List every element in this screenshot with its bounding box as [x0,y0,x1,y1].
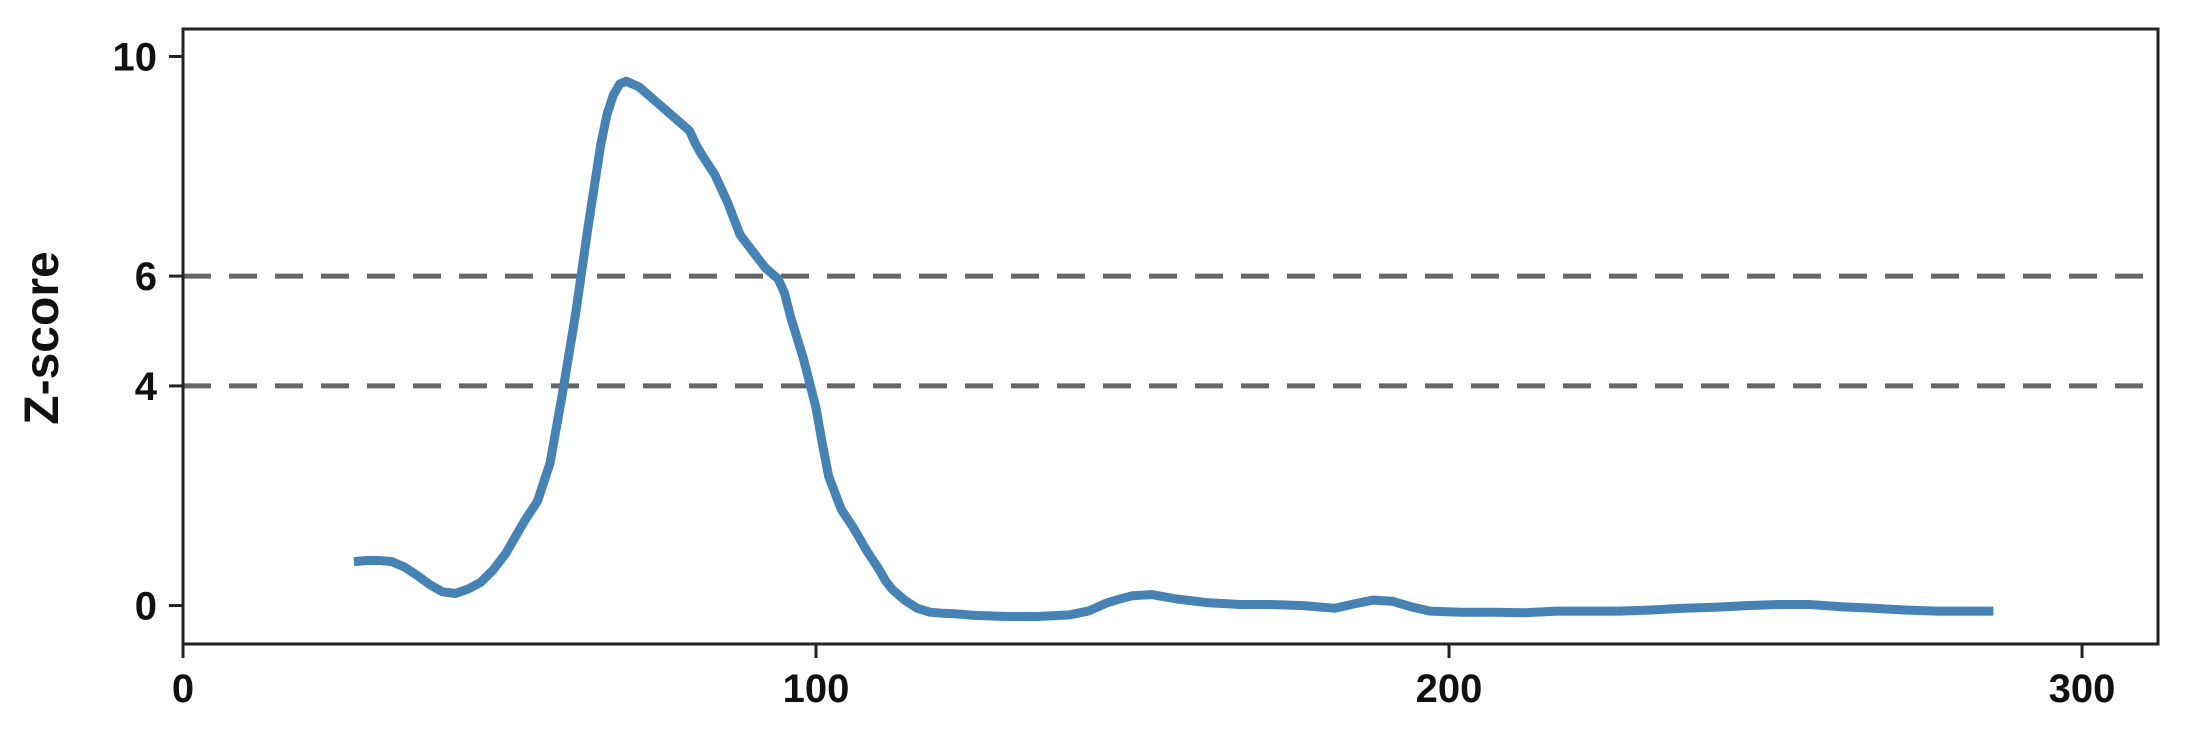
axes-layer: 0 100 200 300 0 4 6 10 [113,27,2160,711]
y-tick-label-10: 10 [113,35,158,79]
y-tick-label-4: 4 [135,365,158,409]
plot-frame [181,27,2160,646]
x-tick-label-300: 300 [2049,667,2116,711]
series-layer [353,76,1994,621]
reference-lines-layer [183,273,2158,389]
x-tick-label-100: 100 [783,667,850,711]
y-axis-label: Z-score [16,251,69,424]
y-tick-label-0: 0 [135,585,157,629]
series-line-z-score [353,76,1994,621]
x-tick-label-200: 200 [1416,667,1483,711]
x-tick-label-0: 0 [172,667,194,711]
y-tick-label-6: 6 [135,255,157,299]
